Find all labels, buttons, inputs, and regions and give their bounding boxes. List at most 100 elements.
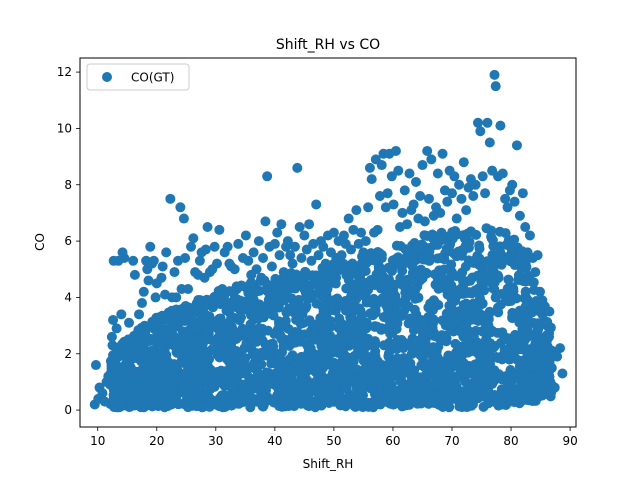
data-point	[364, 162, 375, 173]
data-point	[417, 160, 428, 171]
data-point	[313, 250, 324, 261]
data-point	[272, 351, 283, 362]
data-point	[222, 302, 233, 313]
data-point	[354, 274, 365, 285]
data-point	[147, 345, 158, 356]
data-point	[364, 336, 375, 347]
data-point	[472, 270, 483, 281]
data-point	[146, 375, 157, 386]
data-point	[137, 298, 147, 309]
data-point	[497, 354, 508, 365]
data-point	[214, 224, 225, 235]
data-point	[278, 267, 289, 278]
data-point	[544, 306, 555, 317]
data-point	[415, 244, 426, 255]
data-point	[240, 230, 251, 241]
data-point	[262, 171, 273, 182]
data-point	[496, 289, 507, 300]
data-point	[482, 117, 493, 128]
data-point	[180, 252, 191, 263]
data-point	[366, 174, 377, 185]
data-point	[507, 313, 518, 324]
data-point	[247, 287, 258, 298]
data-point	[316, 369, 327, 380]
data-point	[122, 368, 133, 379]
data-point	[493, 400, 504, 411]
data-point	[294, 222, 305, 233]
data-point	[316, 317, 327, 328]
data-point	[106, 331, 117, 342]
data-point	[397, 207, 408, 218]
data-point	[134, 309, 145, 320]
data-point	[557, 368, 568, 379]
y-axis-ticks: 0 2 4 6 8 10 12	[57, 65, 80, 417]
data-point	[486, 233, 497, 244]
data-point	[341, 383, 352, 394]
data-point	[172, 347, 183, 358]
data-point	[225, 347, 236, 358]
data-point	[435, 234, 446, 245]
plot-frame	[79, 57, 577, 428]
data-point	[174, 333, 185, 344]
data-point	[509, 234, 520, 245]
data-point	[378, 312, 389, 323]
data-point	[447, 188, 457, 199]
data-point	[520, 276, 531, 287]
data-point	[251, 264, 262, 275]
data-point	[460, 368, 471, 379]
data-point	[236, 312, 247, 323]
data-point	[108, 314, 119, 325]
data-point	[97, 388, 108, 399]
data-point	[199, 301, 210, 312]
data-point	[99, 396, 110, 407]
data-point	[299, 329, 310, 340]
data-point	[214, 401, 225, 412]
data-point	[355, 346, 366, 357]
data-point	[406, 373, 417, 384]
data-point	[348, 355, 359, 366]
data-point	[534, 347, 545, 358]
data-point	[522, 389, 533, 400]
data-point	[388, 384, 399, 395]
data-point	[138, 286, 149, 297]
data-point	[269, 238, 280, 249]
data-point	[136, 402, 147, 413]
data-point	[159, 402, 170, 413]
data-point	[161, 247, 172, 258]
data-point	[246, 277, 257, 288]
data-point	[252, 303, 263, 314]
data-point	[425, 298, 436, 309]
data-point	[495, 299, 506, 310]
data-point	[390, 145, 401, 156]
data-point	[169, 267, 180, 278]
data-point	[278, 340, 289, 351]
data-point	[500, 228, 511, 239]
data-point	[247, 360, 258, 371]
data-point	[480, 376, 491, 387]
data-point	[349, 375, 360, 386]
data-point	[489, 69, 500, 80]
data-point	[370, 360, 381, 371]
data-point	[156, 272, 167, 283]
data-point	[376, 160, 387, 171]
data-point	[252, 375, 263, 386]
data-point	[358, 364, 369, 375]
data-point	[212, 366, 223, 377]
data-point	[457, 275, 468, 286]
data-point	[197, 338, 208, 349]
data-point	[135, 351, 146, 362]
data-point	[119, 345, 130, 356]
data-point	[303, 345, 314, 356]
data-point	[462, 397, 473, 408]
data-point	[403, 301, 414, 312]
data-point	[397, 361, 408, 372]
data-point	[153, 335, 164, 346]
data-point	[256, 272, 267, 283]
data-point	[475, 355, 486, 366]
data-point	[304, 219, 315, 230]
data-point	[177, 304, 188, 315]
data-point	[449, 286, 460, 297]
data-point	[407, 316, 418, 327]
data-point	[202, 315, 213, 326]
data-point	[348, 224, 359, 235]
